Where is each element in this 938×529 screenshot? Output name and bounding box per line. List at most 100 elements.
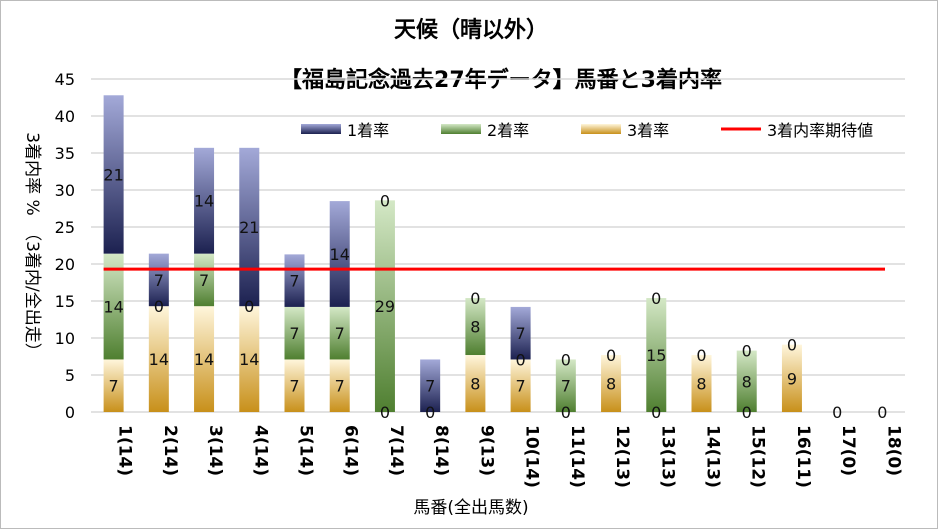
bar-2nd (103, 253, 124, 360)
x-tick-label: 5(14) (296, 425, 316, 476)
data-label: 0 (787, 336, 797, 355)
legend-label: 2着率 (487, 121, 529, 140)
bar-2nd (646, 298, 667, 412)
x-tick-label: 10(14) (522, 425, 542, 488)
bar-3rd (691, 355, 712, 412)
data-label: 8 (606, 375, 616, 394)
data-label: 0 (651, 289, 661, 308)
bar-3rd (103, 359, 124, 412)
x-tick-label: 4(14) (250, 425, 270, 476)
y-tick-label: 40 (55, 107, 75, 126)
bar-3rd (601, 355, 622, 412)
y-axis-label: 3着内率 % （3着内/全出走） (22, 132, 42, 359)
data-label: 8 (470, 318, 480, 337)
y-tick-label: 5 (65, 366, 75, 385)
data-label: 0 (606, 346, 616, 365)
data-label: 0 (380, 403, 390, 422)
chart-subtitle: 【福島記念過去27年データ】馬番と3着内率 (280, 67, 722, 93)
x-tick-label: 9(13) (476, 425, 496, 476)
y-tick-label: 20 (55, 255, 75, 274)
data-label: 0 (154, 297, 164, 316)
bar-1st (103, 95, 124, 254)
bar-3rd (510, 359, 531, 412)
data-label: 14 (149, 350, 169, 369)
x-tick-label: 17(0) (838, 425, 858, 476)
data-label: 7 (154, 271, 164, 290)
bar-3rd (239, 306, 260, 412)
data-label: 0 (696, 346, 706, 365)
x-tick-label: 12(13) (612, 425, 632, 488)
bar-2nd (465, 298, 486, 356)
data-label: 15 (646, 346, 666, 365)
data-label: 7 (289, 377, 299, 396)
x-tick-label: 8(14) (431, 425, 451, 476)
data-label: 7 (289, 272, 299, 291)
data-label: 14 (103, 298, 123, 317)
x-tick-label: 2(14) (160, 425, 180, 476)
data-label: 0 (470, 289, 480, 308)
x-tick-label: 15(12) (748, 425, 768, 488)
y-tick-label: 45 (55, 70, 75, 89)
legend-swatch (301, 124, 341, 134)
x-tick-label: 16(11) (793, 425, 813, 488)
bar-1st (148, 253, 169, 307)
bar-3rd (194, 306, 215, 412)
x-tick-label: 13(13) (657, 425, 677, 488)
y-tick-label: 10 (55, 329, 75, 348)
y-tick-label: 30 (55, 181, 75, 200)
data-label: 7 (335, 377, 345, 396)
legend-label: 3着内率期待値 (767, 121, 873, 140)
x-tick-label: 3(14) (205, 425, 225, 476)
x-tick-label: 1(14) (115, 425, 135, 476)
data-label: 0 (244, 297, 254, 316)
legend-swatch (441, 124, 481, 134)
bar-2nd (736, 350, 757, 412)
legend-swatch (581, 124, 621, 134)
legend-label: 3着率 (627, 121, 669, 140)
data-label: 0 (380, 191, 390, 210)
data-label: 8 (742, 372, 752, 391)
data-label: 0 (561, 403, 571, 422)
legend-label: 1着率 (347, 121, 389, 140)
data-label: 14 (194, 350, 214, 369)
bar-1st (510, 306, 531, 360)
data-label: 0 (651, 403, 661, 422)
data-label: 21 (239, 218, 259, 237)
bar-2nd (374, 200, 395, 412)
data-label: 8 (470, 375, 480, 394)
data-label: 14 (330, 245, 350, 264)
bar-3rd (465, 355, 486, 412)
y-tick-label: 25 (55, 218, 75, 237)
bar-2nd (284, 306, 305, 360)
bar-1st (239, 147, 260, 307)
bar-3rd (329, 359, 350, 412)
data-label: 7 (516, 324, 526, 343)
data-label: 0 (561, 350, 571, 369)
x-tick-label: 7(14) (386, 425, 406, 476)
data-label: 0 (742, 403, 752, 422)
bar-1st (284, 254, 305, 307)
x-tick-label: 11(14) (567, 425, 587, 488)
bar-3rd (148, 306, 169, 412)
chart-title: 天候（晴以外） (394, 17, 548, 43)
x-tick-label: 14(13) (703, 425, 723, 488)
data-label: 7 (335, 324, 345, 343)
y-tick-label: 15 (55, 292, 75, 311)
data-label: 21 (103, 165, 123, 184)
data-label: 7 (516, 377, 526, 396)
data-label: 7 (109, 377, 119, 396)
bar-2nd (555, 359, 576, 412)
data-label: 0 (832, 403, 842, 422)
data-label: 14 (194, 192, 214, 211)
x-tick-label: 6(14) (341, 425, 361, 476)
data-label: 9 (787, 369, 797, 388)
x-axis-label: 馬番(全出馬数) (413, 498, 528, 518)
y-tick-label: 35 (55, 144, 75, 163)
y-tick-label: 0 (65, 403, 75, 422)
data-label: 0 (516, 350, 526, 369)
bar-2nd (194, 253, 215, 307)
data-label: 8 (696, 375, 706, 394)
bar-3rd (284, 359, 305, 412)
